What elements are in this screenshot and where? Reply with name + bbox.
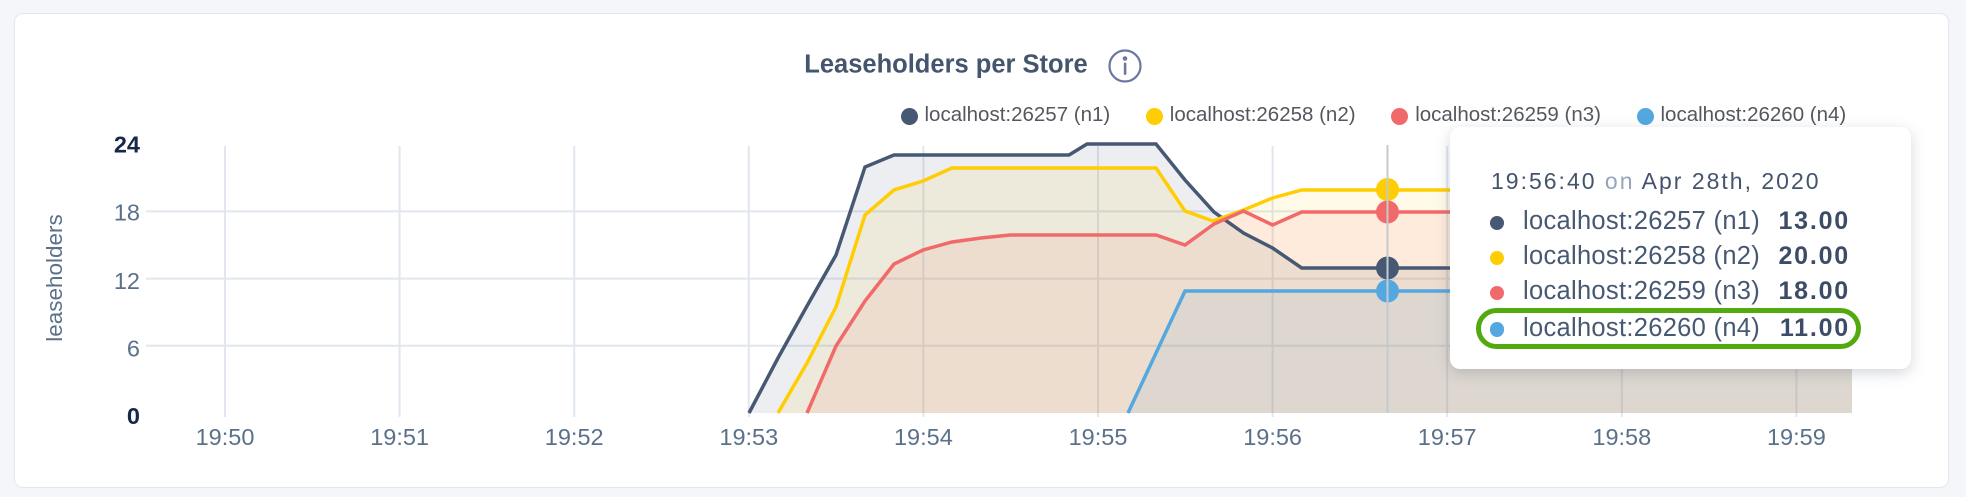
svg-text:19:51: 19:51 — [370, 424, 429, 450]
svg-text:0: 0 — [127, 403, 140, 429]
svg-text:19:56: 19:56 — [1243, 424, 1302, 450]
svg-text:19:52: 19:52 — [545, 424, 604, 450]
svg-text:leaseholders: leaseholders — [42, 214, 67, 342]
svg-text:6: 6 — [127, 336, 140, 362]
svg-text:19:54: 19:54 — [894, 424, 953, 450]
svg-text:19:57: 19:57 — [1418, 424, 1477, 450]
svg-text:18: 18 — [114, 200, 140, 226]
svg-text:19:59: 19:59 — [1767, 424, 1826, 450]
svg-text:19:58: 19:58 — [1592, 424, 1651, 450]
svg-text:19:55: 19:55 — [1069, 424, 1128, 450]
svg-text:12: 12 — [114, 268, 140, 294]
svg-text:19:53: 19:53 — [719, 424, 778, 450]
svg-text:24: 24 — [114, 132, 140, 158]
svg-text:19:50: 19:50 — [196, 424, 255, 450]
